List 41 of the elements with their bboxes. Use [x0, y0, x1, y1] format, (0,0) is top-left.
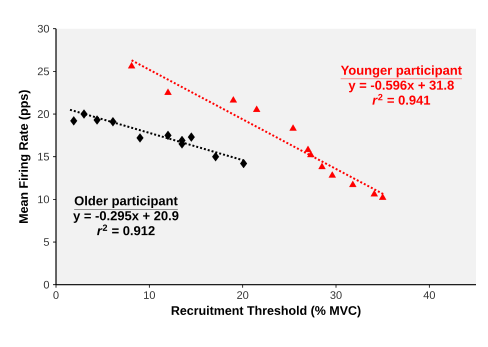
y-tick-label: 15 — [38, 152, 50, 161]
point — [80, 109, 88, 119]
annotation: r$^{2}$ = 0.912 — [97, 224, 155, 236]
text: Older participant — [74, 196, 178, 208]
annotation: y = -0.295x + 20.9 — [73, 211, 178, 223]
point — [128, 62, 136, 68]
point — [289, 124, 297, 131]
y-tick-label: 5 — [44, 238, 50, 246]
point — [164, 88, 172, 95]
point — [253, 106, 260, 112]
point — [70, 116, 78, 126]
x-tick-label: 20 — [237, 291, 248, 299]
point — [188, 132, 195, 142]
annotation: r$^{2}$ = 0.941 — [372, 94, 430, 105]
point — [328, 171, 336, 178]
y-tick-label: 0 — [44, 280, 50, 289]
point — [109, 117, 116, 126]
point — [212, 152, 220, 162]
point — [94, 115, 101, 125]
point — [318, 162, 326, 170]
x-tick-label: 30 — [330, 291, 342, 299]
point — [304, 146, 312, 152]
y-tick-label: 30 — [38, 24, 50, 33]
text: Younger participant — [340, 65, 462, 78]
point — [370, 190, 378, 196]
y-tick-label: 20 — [38, 110, 50, 118]
point — [349, 180, 356, 188]
point — [307, 150, 314, 158]
point — [230, 96, 237, 103]
point — [164, 130, 172, 140]
x-tick-label: 0 — [53, 291, 59, 299]
y-axis-title: Mean Firing Rate (pps) — [18, 90, 30, 223]
x-axis-title: Recruitment Threshold (% MVC) — [172, 306, 361, 318]
y-tick-label: 10 — [38, 196, 50, 204]
point — [379, 193, 386, 200]
annotation: y = -0.596x + 31.8 — [348, 80, 454, 92]
point — [136, 133, 144, 143]
point — [240, 158, 248, 168]
x-tick-label: 10 — [144, 291, 155, 299]
y-tick-label: 25 — [38, 68, 50, 76]
x-tick-label: 40 — [423, 291, 435, 299]
